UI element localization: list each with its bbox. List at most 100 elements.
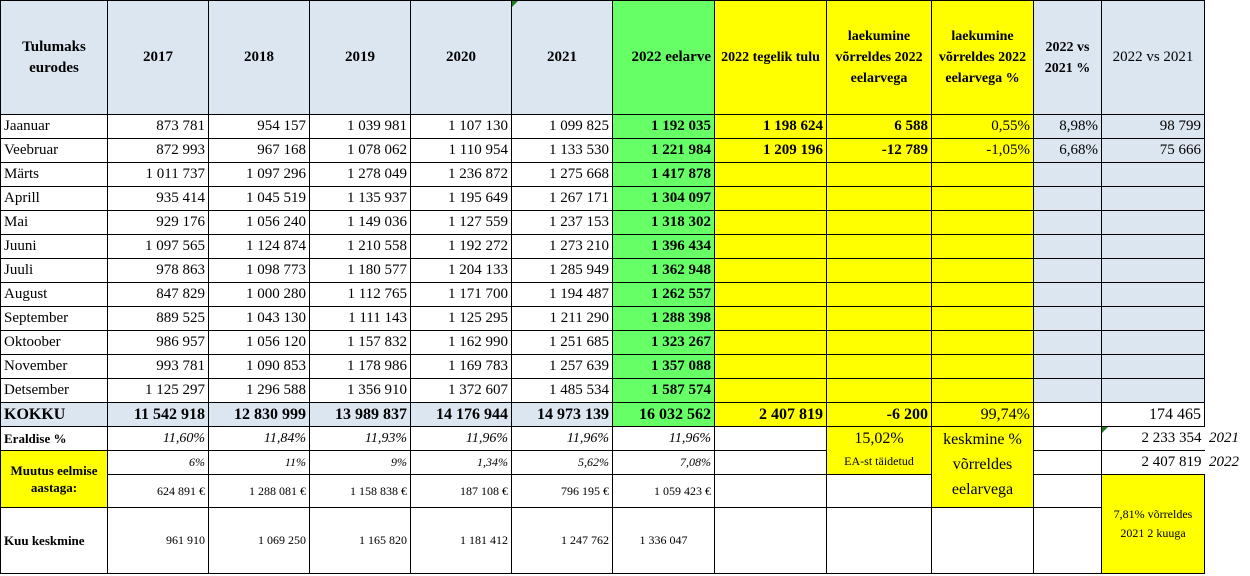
value-2020: 1 107 130 bbox=[410, 114, 512, 139]
total-diff: -6 200 bbox=[826, 402, 932, 427]
month-name: Veebruar bbox=[0, 138, 108, 163]
value-2020: 1 372 607 bbox=[410, 378, 512, 403]
share-2018: 11,84% bbox=[208, 426, 310, 451]
value-pct21 bbox=[1033, 234, 1102, 259]
total-actual: 2 407 819 bbox=[714, 402, 827, 427]
value-2021: 1 267 171 bbox=[511, 186, 613, 211]
total-budget: 16 032 562 bbox=[612, 402, 715, 427]
change-pct-row: Muutus eelmise aastaga: 6% 11% 9% 1,34% … bbox=[0, 450, 1205, 508]
value-diff-pct bbox=[931, 378, 1034, 403]
total-2017: 11 542 918 bbox=[107, 402, 209, 427]
share-d21: 2 233 354 bbox=[1101, 426, 1205, 451]
value-d21 bbox=[1101, 354, 1205, 379]
value-actual bbox=[714, 330, 827, 355]
value-actual bbox=[714, 282, 827, 307]
change-pct-2018: 11% bbox=[208, 450, 310, 475]
change-pct-2021: 5,62% bbox=[511, 450, 613, 475]
value-d21 bbox=[1101, 330, 1205, 355]
year-label-2022: 2022 bbox=[1209, 454, 1239, 470]
avg-2017: 961 910 bbox=[107, 507, 209, 574]
value-diff bbox=[826, 306, 932, 331]
value-2020: 1 125 295 bbox=[410, 306, 512, 331]
avg-2019: 1 165 820 bbox=[309, 507, 411, 574]
value-actual bbox=[714, 186, 827, 211]
value-actual bbox=[714, 354, 827, 379]
value-2017: 978 863 bbox=[107, 258, 209, 283]
value-2020: 1 171 700 bbox=[410, 282, 512, 307]
value-budget: 1 323 267 bbox=[612, 330, 715, 355]
value-budget: 1 192 035 bbox=[612, 114, 715, 139]
total-2019: 13 989 837 bbox=[309, 402, 411, 427]
value-2018: 1 056 120 bbox=[208, 330, 310, 355]
value-pct21 bbox=[1033, 306, 1102, 331]
share-2019: 11,93% bbox=[309, 426, 411, 451]
value-2019: 1 178 986 bbox=[309, 354, 411, 379]
value-2017: 993 781 bbox=[107, 354, 209, 379]
value-2018: 1 043 130 bbox=[208, 306, 310, 331]
value-pct21: 6,68% bbox=[1033, 138, 1102, 163]
value-2020: 1 236 872 bbox=[410, 162, 512, 187]
value-diff-pct bbox=[931, 354, 1034, 379]
value-diff-pct: -1,05% bbox=[931, 138, 1034, 163]
value-2019: 1 356 910 bbox=[309, 378, 411, 403]
header-budget: 2022 eelarve bbox=[612, 0, 715, 115]
value-pct21 bbox=[1033, 330, 1102, 355]
value-diff bbox=[826, 162, 932, 187]
value-budget: 1 288 398 bbox=[612, 306, 715, 331]
value-2019: 1 180 577 bbox=[309, 258, 411, 283]
avg-2021: 1 247 762 bbox=[511, 507, 613, 574]
value-2021: 1 099 825 bbox=[511, 114, 613, 139]
value-2021: 1 257 639 bbox=[511, 354, 613, 379]
value-diff bbox=[826, 234, 932, 259]
value-d21 bbox=[1101, 378, 1205, 403]
value-2019: 1 039 981 bbox=[309, 114, 411, 139]
change-pct-2017: 6% bbox=[107, 450, 209, 475]
comment-marker-icon bbox=[512, 1, 518, 7]
change-eur-budget: 1 059 423 € bbox=[612, 474, 715, 508]
change-eur-2017: 624 891 € bbox=[107, 474, 209, 508]
month-name: November bbox=[0, 354, 108, 379]
value-2021: 1 237 153 bbox=[511, 210, 613, 235]
value-pct21 bbox=[1033, 378, 1102, 403]
value-diff-pct bbox=[931, 282, 1034, 307]
month-row: Juuli 978 863 1 098 773 1 180 577 1 204 133 1… bbox=[0, 258, 1205, 283]
value-2020: 1 127 559 bbox=[410, 210, 512, 235]
value-budget: 1 318 302 bbox=[612, 210, 715, 235]
change-pct-2020: 1,34% bbox=[410, 450, 512, 475]
change-eur-2021: 796 195 € bbox=[511, 474, 613, 508]
value-diff bbox=[826, 330, 932, 355]
value-2018: 1 000 280 bbox=[208, 282, 310, 307]
total-2018: 12 830 999 bbox=[208, 402, 310, 427]
value-2017: 873 781 bbox=[107, 114, 209, 139]
month-row: Juuni 1 097 565 1 124 874 1 210 558 1 192 27… bbox=[0, 234, 1205, 259]
value-d21 bbox=[1101, 306, 1205, 331]
value-d21 bbox=[1101, 258, 1205, 283]
change-eur-2019: 1 158 838 € bbox=[309, 474, 411, 508]
total-row: KOKKU 11 542 918 12 830 999 13 989 837 1… bbox=[0, 402, 1205, 427]
value-2020: 1 110 954 bbox=[410, 138, 512, 163]
month-name: Mai bbox=[0, 210, 108, 235]
value-2018: 1 090 853 bbox=[208, 354, 310, 379]
value-d21: 75 666 bbox=[1101, 138, 1205, 163]
value-2019: 1 078 062 bbox=[309, 138, 411, 163]
value-budget: 1 221 984 bbox=[612, 138, 715, 163]
change-note: 7,81% võrreldes 2021 2 kuuga bbox=[1101, 474, 1205, 574]
value-actual bbox=[714, 210, 827, 235]
value-budget: 1 304 097 bbox=[612, 186, 715, 211]
month-row: Märts 1 011 737 1 097 296 1 278 049 1 236 87… bbox=[0, 162, 1205, 187]
value-diff: 6 588 bbox=[826, 114, 932, 139]
change-eur-2020: 187 108 € bbox=[410, 474, 512, 508]
change-d21: 2 407 819 bbox=[1101, 450, 1205, 475]
value-2021: 1 211 290 bbox=[511, 306, 613, 331]
value-budget: 1 417 878 bbox=[612, 162, 715, 187]
avg-budget: 1 336 047 bbox=[612, 507, 715, 574]
value-2018: 1 097 296 bbox=[208, 162, 310, 187]
value-budget: 1 587 574 bbox=[612, 378, 715, 403]
value-2019: 1 112 765 bbox=[309, 282, 411, 307]
value-pct21 bbox=[1033, 354, 1102, 379]
share-row: Eraldise % 11,60% 11,84% 11,93% 11,96% 1… bbox=[0, 426, 1205, 508]
header-vs-budget-pct: laekumine võrreldes 2022 eelarvega % bbox=[931, 0, 1034, 115]
month-name: August bbox=[0, 282, 108, 307]
value-2021: 1 251 685 bbox=[511, 330, 613, 355]
header-2019: 2019 bbox=[309, 0, 411, 115]
